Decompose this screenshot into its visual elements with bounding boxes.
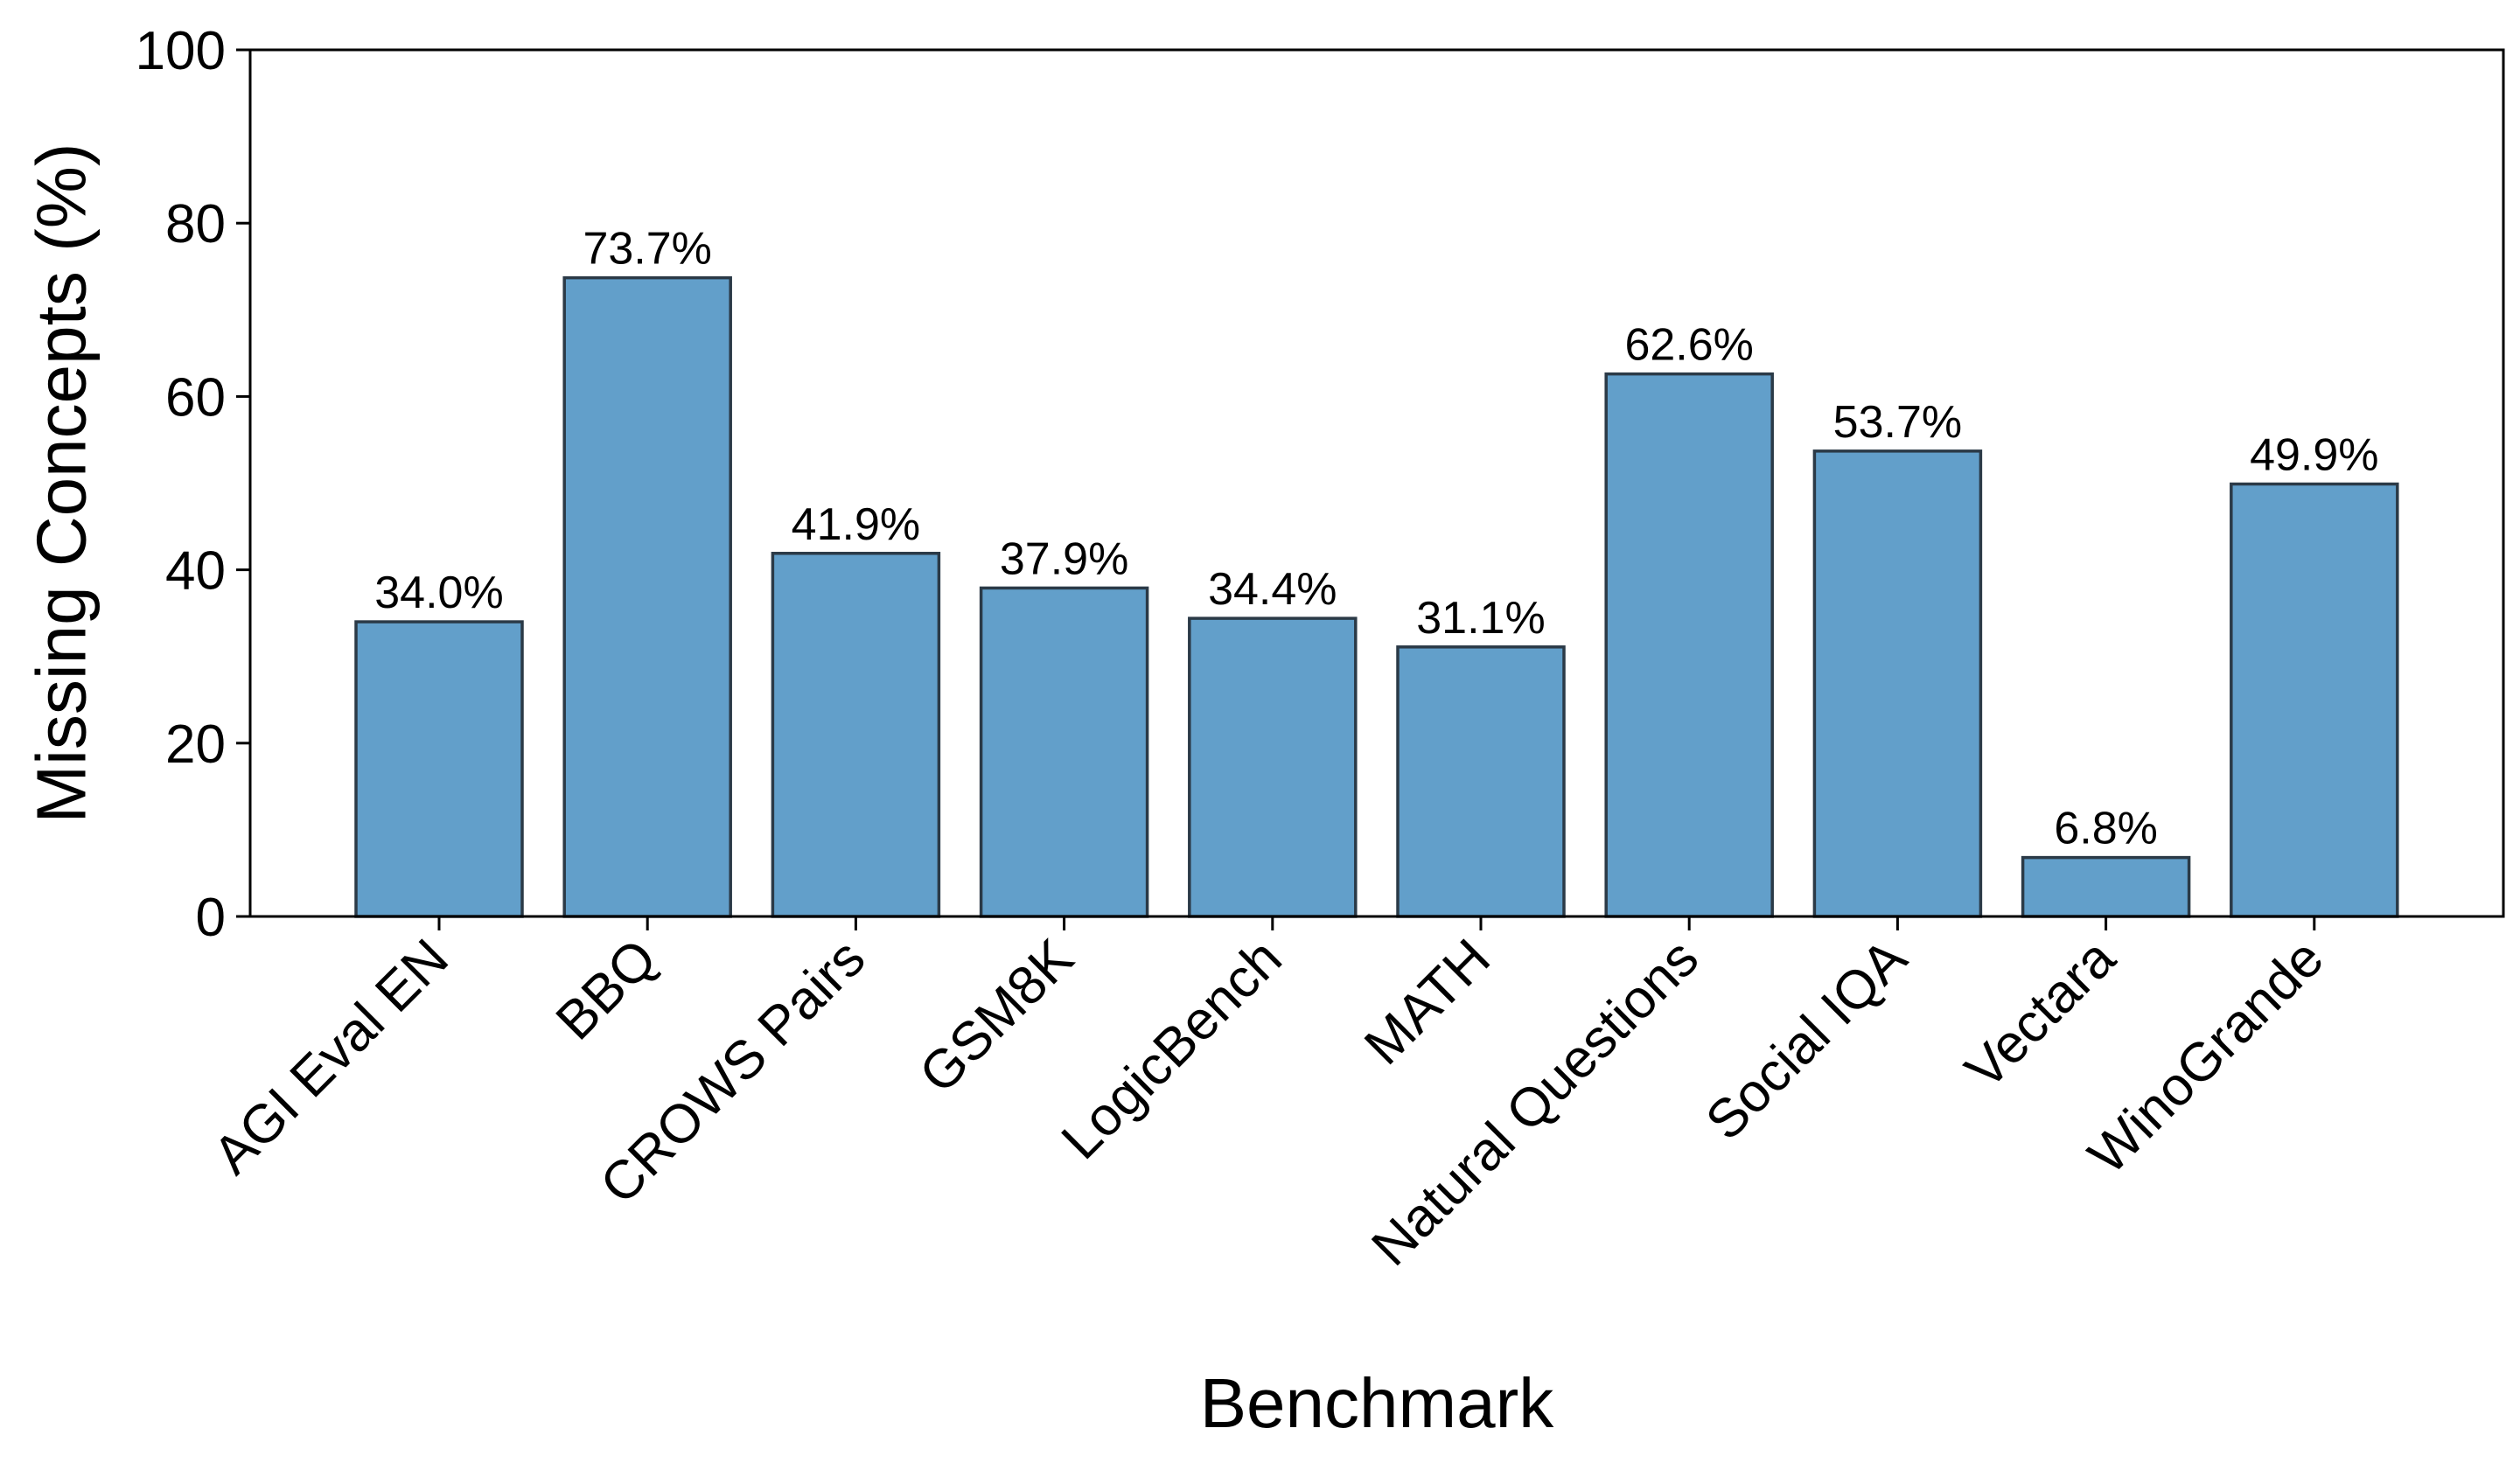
bar-vectara xyxy=(2021,855,2191,918)
bar-gsm8k xyxy=(979,586,1149,918)
x-axis-title: Benchmark xyxy=(1200,1364,1555,1442)
bar-agi-eval-en xyxy=(354,620,524,918)
y-tick-label: 100 xyxy=(136,21,226,81)
data-label: 41.9% xyxy=(792,499,920,550)
data-label: 31.1% xyxy=(1416,593,1545,644)
y-tick-label: 0 xyxy=(196,888,226,948)
bars-group xyxy=(354,275,2399,918)
data-label: 49.9% xyxy=(2250,429,2378,480)
data-label: 6.8% xyxy=(2054,804,2158,854)
data-labels-group: 34.0% 73.7% 41.9% 37.9% 34.4% 31.1% 62.6% 53.7%… xyxy=(374,224,2378,854)
data-label: 53.7% xyxy=(1833,397,1962,448)
bar-bbq xyxy=(562,275,732,918)
y-tick-label: 80 xyxy=(165,194,226,254)
bar-social-iqa xyxy=(1812,449,1983,918)
data-label: 73.7% xyxy=(583,224,711,275)
data-label: 37.9% xyxy=(1000,533,1128,584)
y-tick-label: 60 xyxy=(165,367,226,428)
bar-winogrande xyxy=(2230,482,2399,918)
y-axis: 0 20 40 60 80 100 xyxy=(136,21,250,948)
y-tick-label: 40 xyxy=(165,541,226,602)
bar-crows-pairs xyxy=(771,552,941,918)
y-tick-label: 20 xyxy=(165,714,226,775)
bar-math xyxy=(1396,645,1566,918)
y-axis-title: Missing Concepts (%) xyxy=(23,143,101,823)
data-label: 62.6% xyxy=(1624,320,1753,371)
data-label: 34.0% xyxy=(374,568,503,618)
bar-logicbench xyxy=(1188,617,1358,918)
plot-frame xyxy=(248,48,2505,918)
data-label: 34.4% xyxy=(1208,564,1337,615)
bar-natural-questions xyxy=(1604,372,1774,918)
